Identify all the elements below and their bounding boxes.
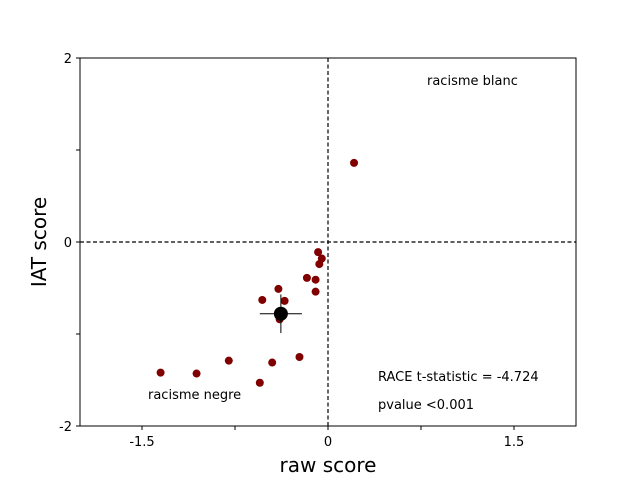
data-point [255,378,264,387]
data-point [311,275,320,284]
x-tick-label: -1.5 [129,435,154,450]
annotation-racisme-negre: racisme negre [148,388,241,403]
data-point [156,368,165,377]
y-tick-label: 0 [64,236,72,251]
data-point [274,284,283,293]
data-point [350,158,359,167]
y-tick-label: 2 [64,52,72,67]
x-axis-label: raw score [280,453,377,477]
y-tick-label: -2 [59,420,72,435]
data-point [302,273,311,282]
annotation-t-statistic: RACE t-statistic = -4.724 [378,370,539,385]
y-axis-label: IAT score [27,197,51,287]
data-point [315,260,324,269]
data-point [311,287,320,296]
data-point [295,353,304,361]
data-point [224,356,233,365]
x-tick-label: 0 [324,435,332,450]
data-point [268,358,277,367]
annotation-racisme-blanc: racisme blanc [427,74,518,89]
annotation-pvalue: pvalue <0.001 [378,398,474,413]
data-point [280,296,289,305]
data-point [314,248,323,257]
x-tick-label: 1.5 [504,435,525,450]
data-point [192,369,201,378]
mean-point [273,306,288,321]
data-point [258,295,267,304]
